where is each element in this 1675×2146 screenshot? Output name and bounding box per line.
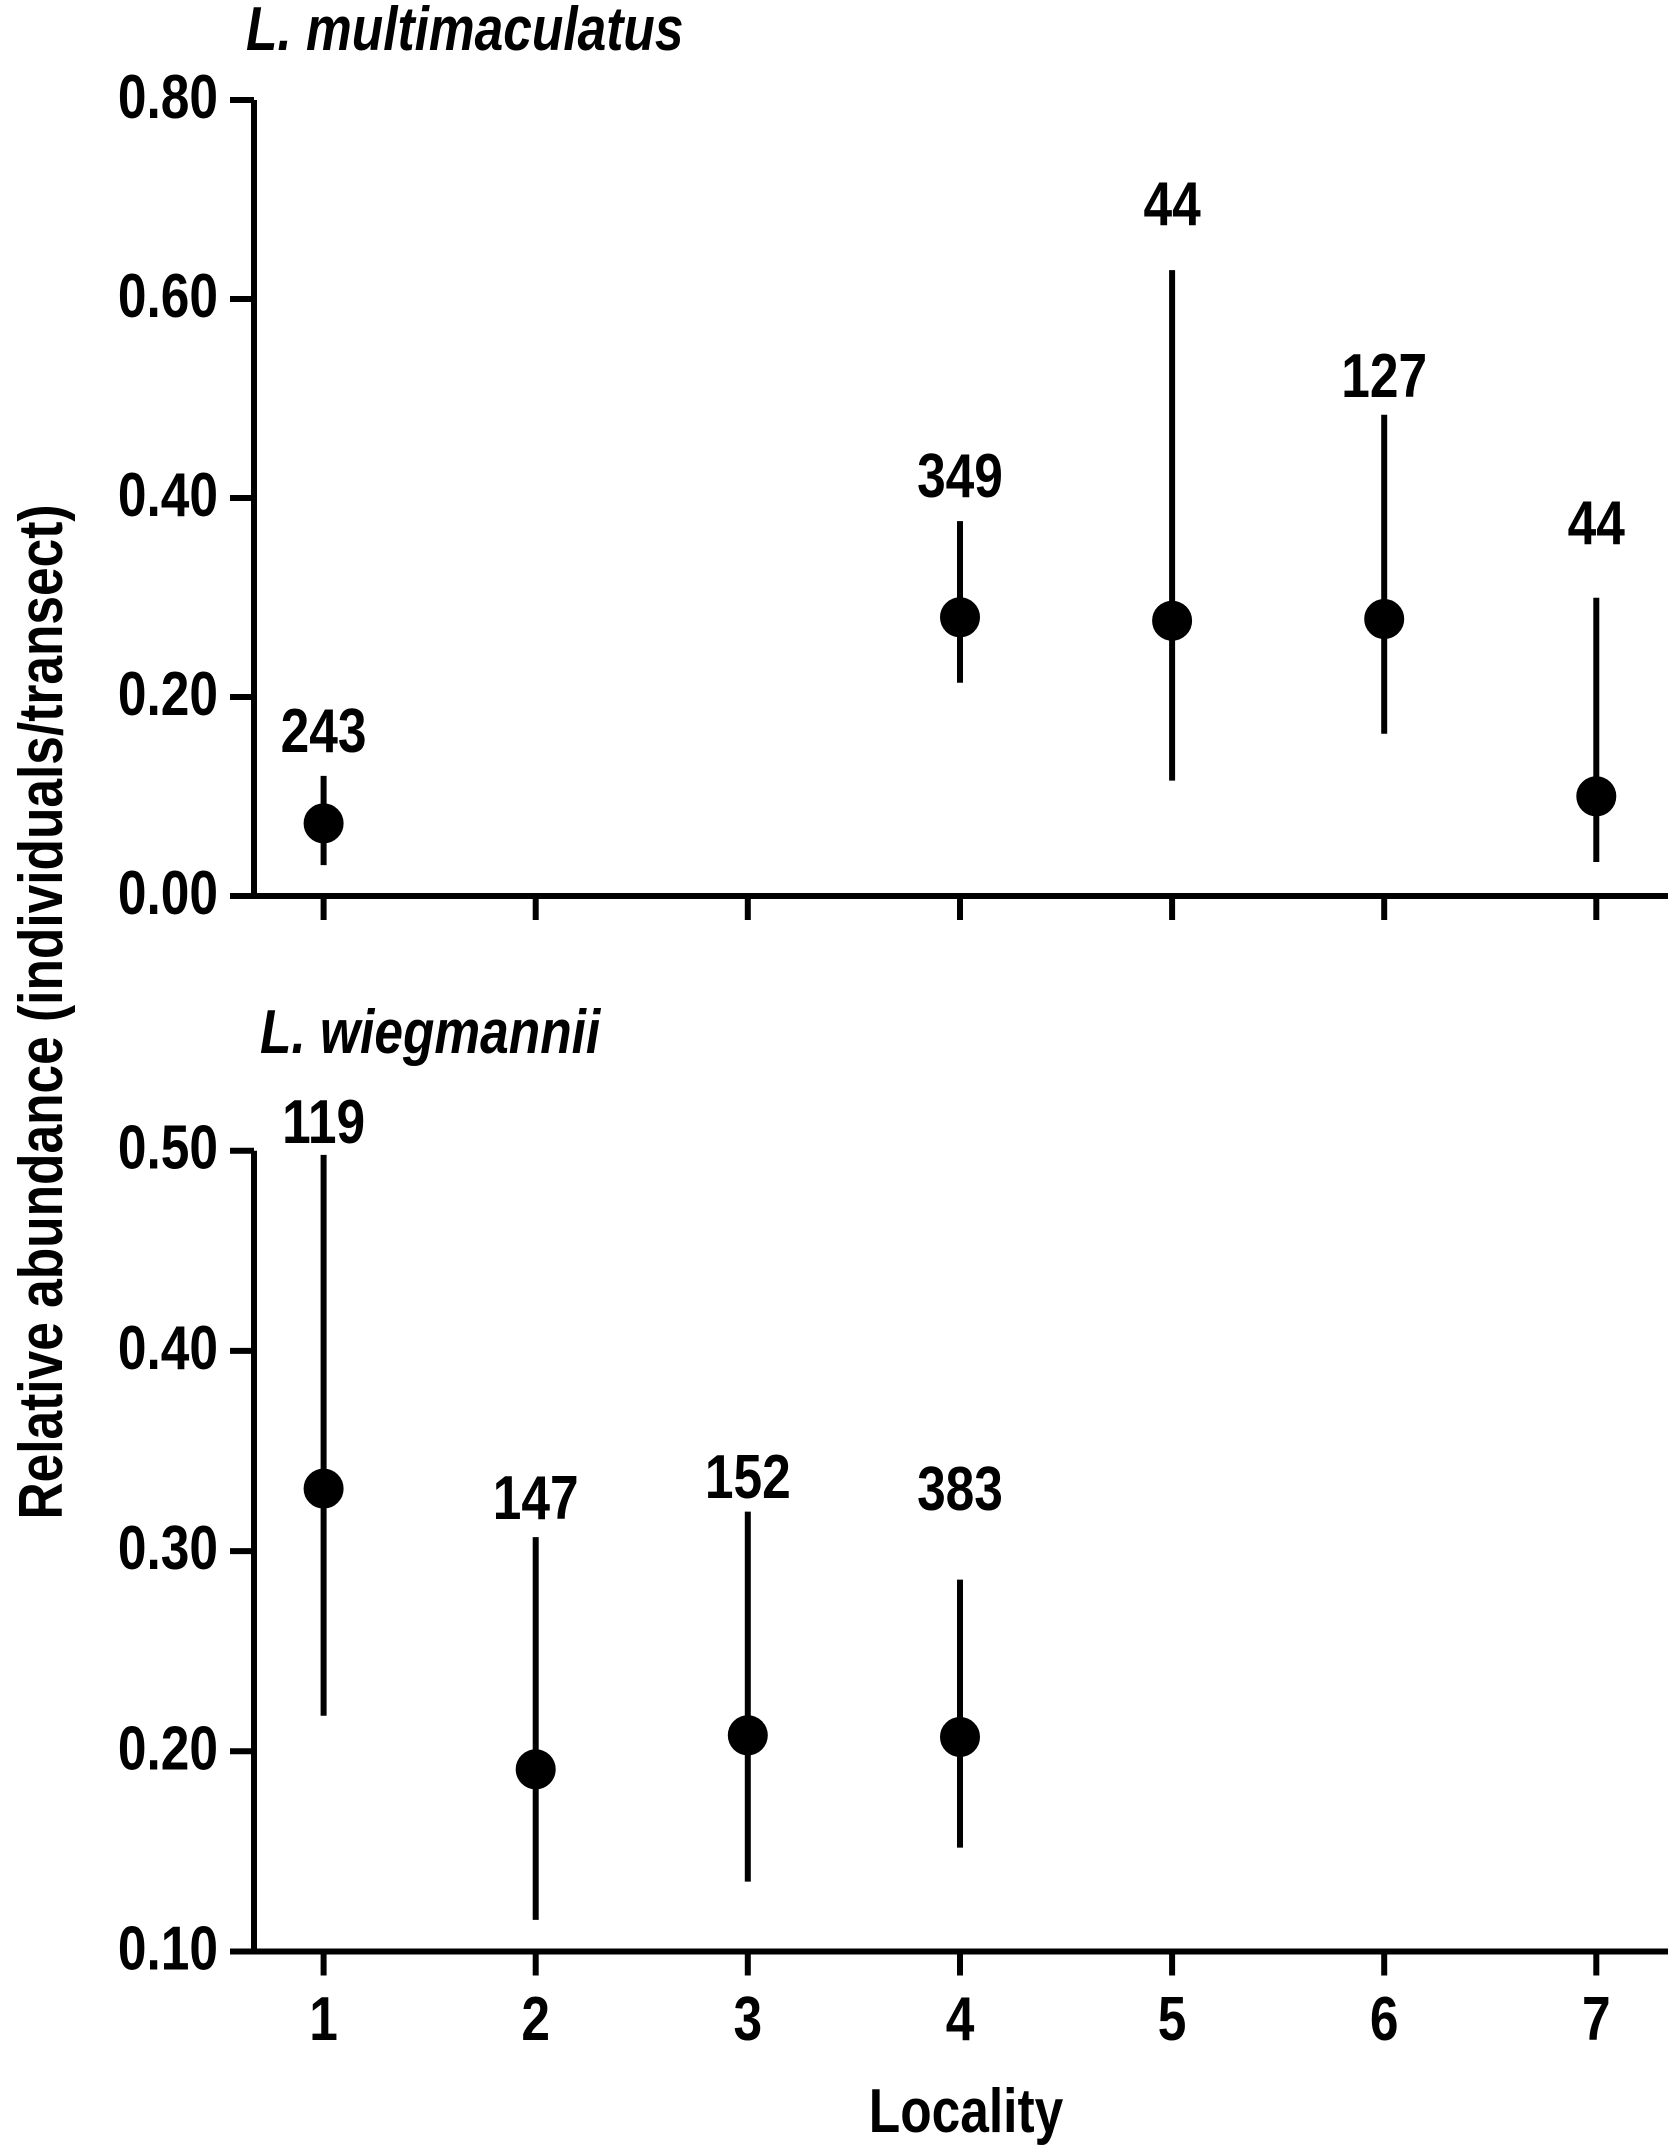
svg-text:0.50: 0.50 — [118, 1113, 218, 1183]
svg-text:127: 127 — [1341, 342, 1427, 412]
svg-text:0.40: 0.40 — [118, 461, 218, 531]
svg-text:0.30: 0.30 — [118, 1514, 218, 1584]
svg-text:L. multimaculatus: L. multimaculatus — [246, 0, 683, 64]
svg-text:119: 119 — [282, 1088, 365, 1158]
svg-text:0.00: 0.00 — [118, 859, 218, 929]
svg-text:0.20: 0.20 — [118, 660, 218, 730]
svg-text:349: 349 — [917, 442, 1003, 512]
svg-text:7: 7 — [1582, 1985, 1611, 2055]
svg-text:4: 4 — [946, 1985, 975, 2055]
svg-text:3: 3 — [733, 1985, 762, 2055]
svg-text:147: 147 — [493, 1464, 579, 1534]
svg-text:0.40: 0.40 — [118, 1313, 218, 1383]
svg-text:6: 6 — [1370, 1985, 1399, 2055]
svg-text:5: 5 — [1158, 1985, 1187, 2055]
svg-text:0.20: 0.20 — [118, 1714, 218, 1784]
svg-text:Relative abundance (individual: Relative abundance (individuals/transect… — [7, 504, 77, 1519]
svg-text:2: 2 — [521, 1985, 550, 2055]
svg-text:152: 152 — [705, 1443, 791, 1513]
svg-text:L. wiegmannii: L. wiegmannii — [260, 998, 601, 1068]
svg-text:243: 243 — [281, 697, 367, 767]
svg-text:1: 1 — [309, 1985, 338, 2055]
svg-text:0.60: 0.60 — [118, 262, 218, 332]
svg-text:0.80: 0.80 — [118, 63, 218, 133]
svg-text:44: 44 — [1143, 170, 1201, 240]
svg-text:44: 44 — [1568, 489, 1626, 559]
svg-text:383: 383 — [917, 1455, 1003, 1525]
svg-text:Locality: Locality — [869, 2077, 1064, 2146]
svg-text:0.10: 0.10 — [118, 1914, 218, 1984]
